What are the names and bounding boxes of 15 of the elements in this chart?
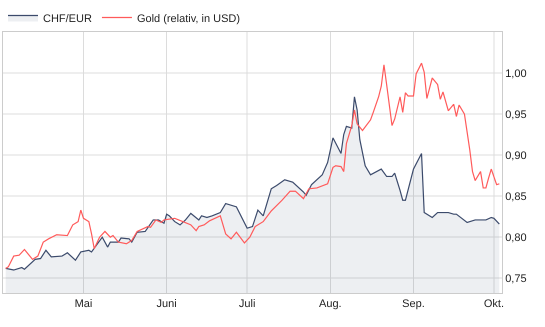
x-tick-label: Okt. [484, 298, 504, 310]
x-tick-label: Aug. [318, 298, 342, 310]
y-tick-label: 0,95 [505, 108, 527, 121]
legend-label: Gold (relativ, in USD) [136, 12, 240, 25]
y-tick-label: 0,90 [505, 150, 527, 162]
legend-label: CHF/EUR [43, 12, 92, 25]
y-tick-label: 0,80 [505, 232, 527, 244]
line-series [5, 62, 500, 269]
x-tick-label: Juli [238, 298, 256, 310]
y-tick-label: 0,85 [505, 191, 527, 203]
y-tick-label: 1,00 [505, 68, 527, 80]
x-tick-label: Mai [74, 298, 92, 310]
x-tick-label: Sep. [402, 298, 425, 310]
y-tick-label: 0,75 [505, 273, 527, 286]
x-tick-label: Juni [156, 298, 177, 310]
